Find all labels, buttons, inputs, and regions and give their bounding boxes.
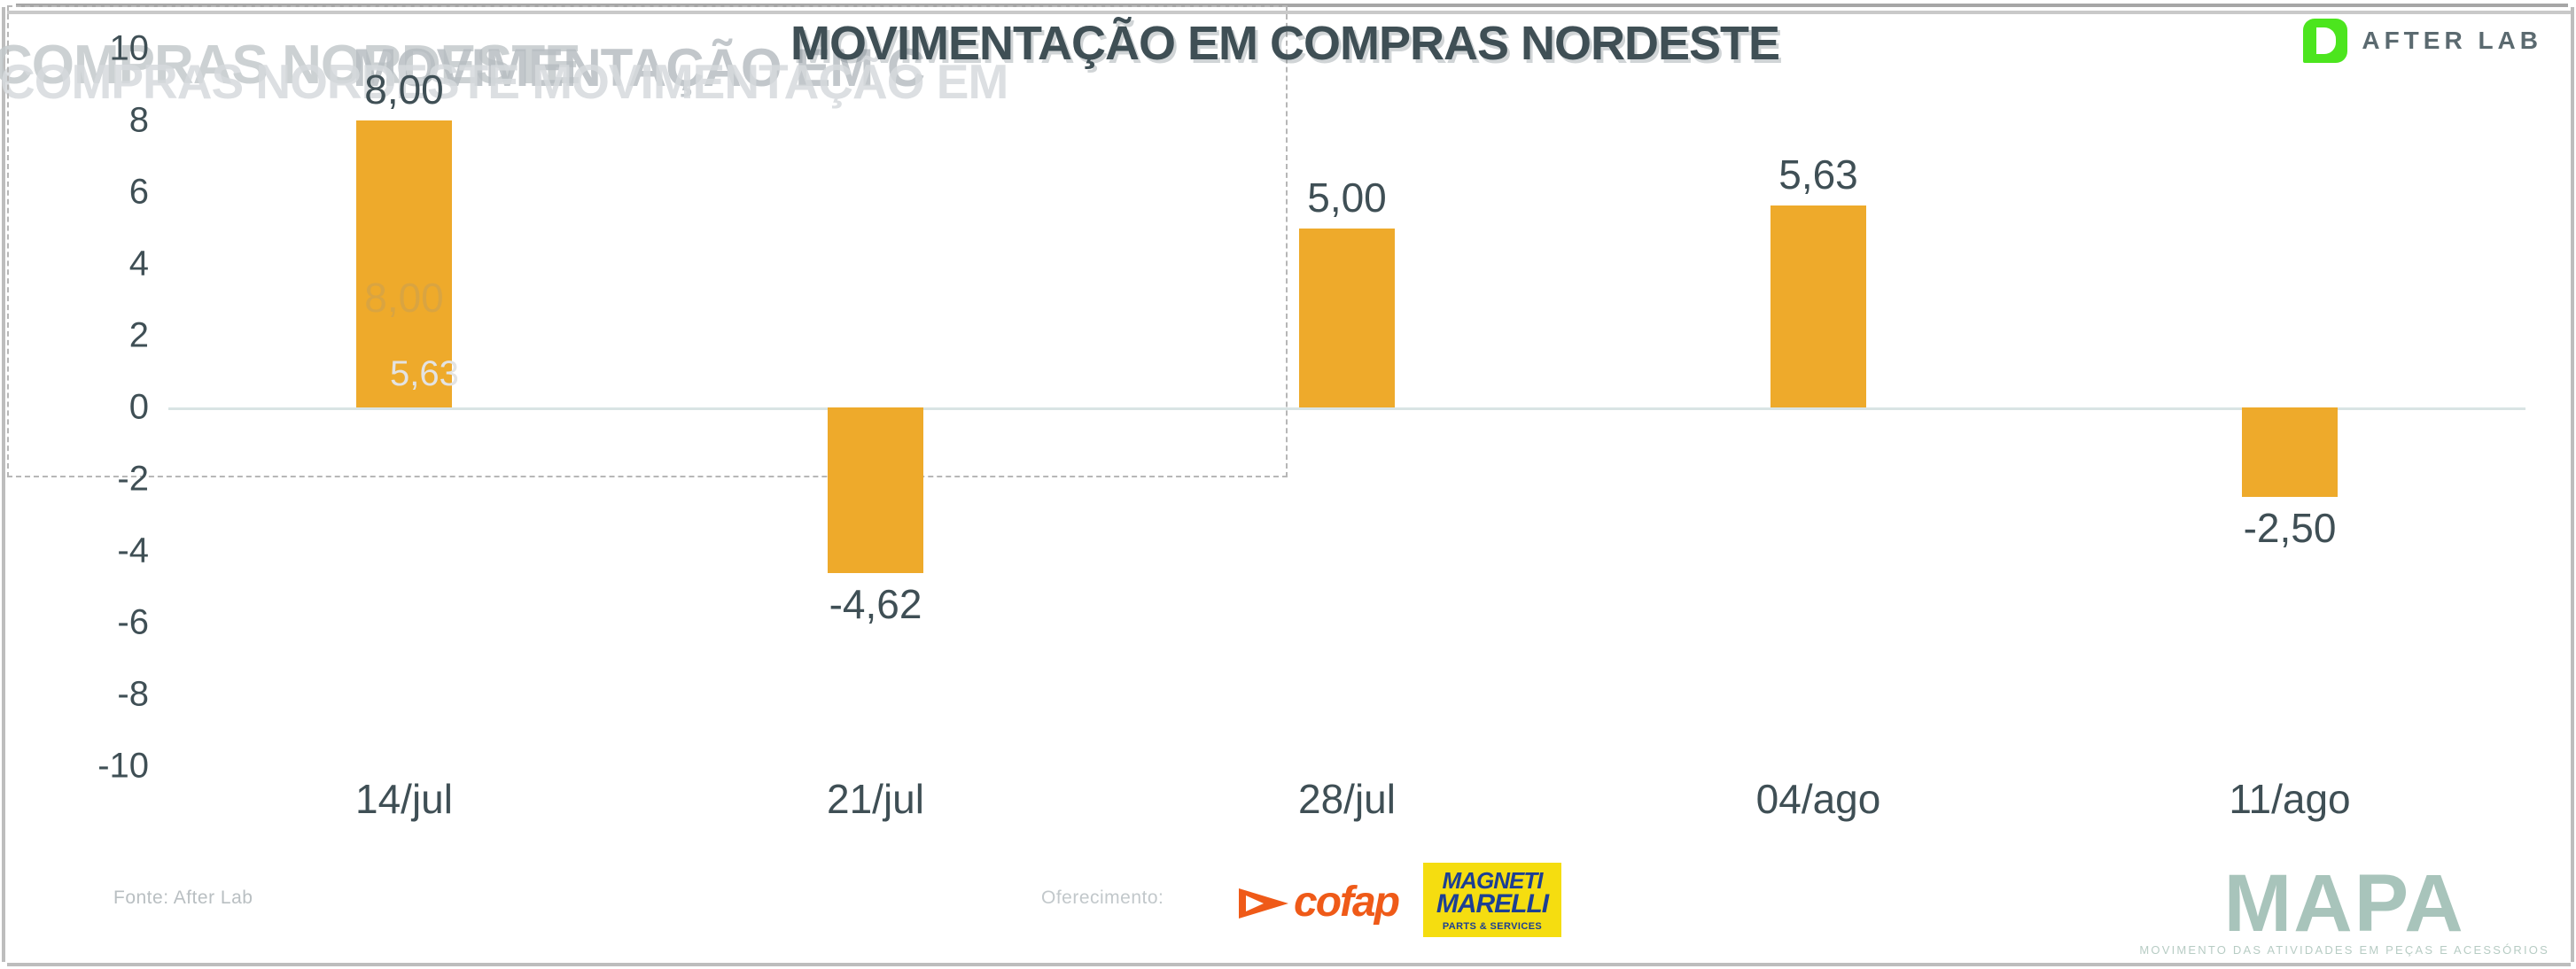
bar-slot: 8,00 14/jul 8,00 [168,49,640,822]
slide-frame-top-edge [16,4,2568,7]
page-title-shadow: MOVIMENTAÇÃO EM COMPRAS NORDESTE [792,20,1783,74]
mapa-wordmark: MAPA [2223,858,2465,950]
cofap-wordmark: cofap [1294,879,1400,926]
mapa-tagline: MOVIMENTO DAS ATIVIDADES EM PEÇAS E ACES… [2139,943,2549,957]
y-axis-tick: 0 [128,387,149,427]
afterlab-wordmark: AFTER LAB [2362,27,2542,54]
bar-value-label: -2,50 [2243,505,2337,552]
y-axis-tick: -2 [117,459,149,499]
afterlab-leaf-icon [2303,19,2348,63]
chart-bar[interactable] [828,407,923,574]
y-axis-tick: -8 [117,674,149,714]
cofap-arrow-icon [1239,885,1288,920]
slide-frame-right-edge [2571,7,2574,962]
marelli-line-2: MARELLI [1436,888,1549,919]
bar-value-label: 8,00 [364,66,444,112]
y-axis-tick: 2 [128,315,149,355]
zero-baseline [168,407,2525,410]
chart-bar[interactable] [1771,205,1866,407]
bar-slot: 5,00 28/jul [1111,49,1583,823]
chart-bar[interactable] [2242,407,2338,498]
bar-value-label: 5,63 [1778,151,1858,198]
afterlab-logo: AFTER LAB [2303,18,2542,64]
x-axis-tick: 14/jul [355,776,453,822]
page-title: MOVIMENTAÇÃO EM COMPRAS NORDESTE [790,17,1780,70]
bar-value-label: -4,62 [829,581,922,628]
bar-slot: 5,63 04/ago [1583,49,2054,822]
chart-plot-area: 10 8 6 4 2 0 -2 -4 -6 -8 -10 8,00 14/jul 8,00 -4,62 21… [97,29,2525,823]
slide-frame-left-edge [2,7,5,962]
magneti-marelli-logo: MAGNETI MARELLI PARTS & SERVICES [1423,863,1561,937]
source-note: Fonte: After Lab [113,888,253,908]
slide-frame-top-edge-2 [7,11,2571,14]
y-axis-tick: -6 [117,602,149,642]
marelli-line-1: MAGNETI [1442,866,1544,894]
bar-value-label: 5,00 [1307,174,1387,221]
x-axis-tick: 04/ago [1755,776,1881,822]
bar-slot: -4,62 21/jul [640,49,1111,822]
y-axis-tick: -4 [117,531,149,570]
offering-label: Oferecimento: [1041,888,1164,908]
mapa-logo: MAPA MOVIMENTO DAS ATIVIDADES EM PEÇAS E… [2139,858,2549,957]
y-axis-tick: 6 [128,172,149,212]
y-axis-tick: 10 [109,28,150,68]
marelli-tagline: PARTS & SERVICES [1442,921,1543,933]
x-axis-tick: 21/jul [827,776,924,822]
y-axis-tick: 8 [128,100,149,140]
y-axis-tick: -10 [97,746,149,786]
chart-bar[interactable] [1299,228,1395,407]
x-axis-tick: 28/jul [1298,776,1396,822]
slide-frame-bottom-edge [7,963,2571,966]
x-axis-tick: 11/ago [2229,776,2351,822]
cofap-logo: cofap [1239,878,1400,926]
y-axis-tick: 4 [128,244,149,283]
bar-slot: -2,50 11/ago [2054,49,2525,822]
chart-bar[interactable] [356,120,452,407]
